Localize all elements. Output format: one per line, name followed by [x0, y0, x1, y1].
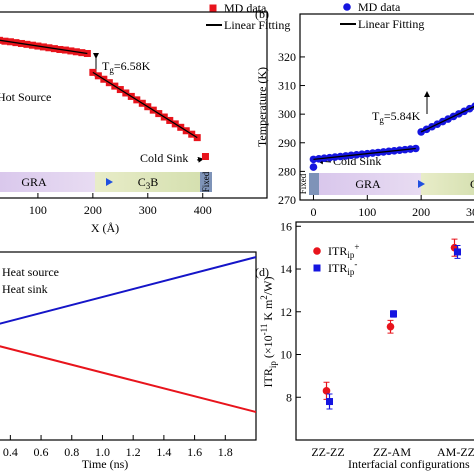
x-tick-label: 300: [466, 205, 474, 219]
legend-label: Linear Fitting: [358, 17, 424, 31]
line: [0, 39, 198, 139]
plot-area: [0, 256, 256, 413]
legend-label: Heat source: [2, 265, 59, 279]
line: [0, 345, 256, 413]
line: [313, 105, 474, 161]
y-tick-label: 10: [280, 348, 292, 362]
x-tick-label: ZZ-AM: [373, 445, 411, 459]
y-tick-label: 300: [278, 107, 296, 121]
y-tick-label: 270: [278, 193, 296, 207]
strip-label: GRA: [355, 177, 381, 191]
plot-area: [322, 238, 461, 410]
y-tick-label: 290: [278, 136, 296, 150]
strip-label: C: [470, 177, 474, 191]
x-tick-label: 1.8: [218, 445, 233, 459]
error-cap: [326, 393, 333, 410]
legend-label: Linear Fitting: [224, 18, 290, 32]
y-axis-label: ITRip (×10-11 K m2/W): [259, 277, 278, 388]
point: [209, 4, 217, 12]
legend-label-part: ITR: [328, 261, 347, 275]
x-tick-label: 200: [84, 203, 102, 217]
point: [322, 387, 331, 395]
legend-label-part: -: [354, 259, 357, 269]
strip-a: [0, 172, 212, 192]
x-tick-label: 200: [412, 205, 430, 219]
plot-area: [309, 102, 474, 164]
y-tick-label: 280: [278, 164, 296, 178]
x-tick-label: 0.8: [64, 445, 79, 459]
x-tick-label: 1.4: [156, 445, 171, 459]
strip-label: GRA: [21, 175, 47, 189]
plot-frame: [0, 251, 257, 441]
strip-b: [309, 173, 474, 195]
x-tick-label: 0: [310, 205, 316, 219]
point: [390, 310, 397, 318]
x-axis-label: Interfacial configurations: [348, 457, 470, 471]
legend-label-part: +: [354, 242, 359, 252]
annotation: Cold Sink: [140, 151, 188, 165]
y-tick-label: 320: [278, 50, 296, 64]
y-tick-label: 16: [280, 219, 292, 233]
point: [313, 264, 321, 272]
legend-label-part: ip: [347, 267, 355, 277]
x-tick-label: ZZ-ZZ: [311, 445, 344, 459]
x-tick-label: 100: [29, 203, 47, 217]
plot-frame: [295, 221, 474, 441]
x-tick-label: AM-ZZ: [437, 445, 474, 459]
x-tick-label: 1.0: [95, 445, 110, 459]
point: [386, 322, 395, 331]
point: [454, 248, 461, 256]
point: [309, 163, 318, 171]
panel-label: (d): [255, 265, 269, 279]
x-axis-label: Time (ns): [82, 457, 129, 471]
annotation: Tg=5.84K: [372, 109, 421, 125]
point: [201, 153, 209, 161]
annotation: Tg=6.58K: [102, 59, 151, 75]
x-tick-label: 400: [194, 203, 212, 217]
error-cap: [387, 319, 394, 334]
legend-label-part: ip: [347, 250, 355, 260]
y-tick-label: 14: [280, 262, 292, 276]
legend-label: ITRip-: [328, 259, 357, 277]
point: [343, 3, 351, 11]
legend-label: MD data: [224, 1, 267, 15]
plot-area: [0, 36, 201, 142]
x-tick-label: 100: [358, 205, 376, 219]
plot-frame: [299, 13, 474, 201]
y-tick-label: 12: [280, 305, 292, 319]
strip-label: Fixed: [201, 171, 211, 192]
annotation: Hot Source: [0, 90, 51, 104]
error-cap: [451, 238, 458, 257]
y-tick-label: 8: [286, 390, 292, 404]
x-tick-label: 0.4: [3, 445, 18, 459]
panel-label: (b): [255, 7, 269, 21]
legend-label: Heat sink: [2, 282, 48, 296]
legend-label: ITRip+: [328, 242, 359, 260]
point: [326, 398, 333, 406]
point: [313, 247, 321, 255]
x-tick-label: 1.2: [126, 445, 141, 459]
line: [0, 256, 256, 325]
strip-label: Fixed: [298, 173, 308, 194]
strip-label: C3B: [138, 175, 159, 191]
legend-label-part: ITR: [328, 244, 347, 258]
x-axis-label: X (Å): [91, 221, 119, 235]
legend-label: MD data: [358, 0, 401, 14]
y-axis-label: Temperature (K): [255, 67, 269, 147]
error-cap: [454, 245, 461, 259]
plot-frame: [0, 11, 268, 199]
x-tick-label: 0.6: [34, 445, 49, 459]
x-tick-label: 1.6: [187, 445, 202, 459]
x-tick-label: 300: [139, 203, 157, 217]
y-tick-label: 310: [278, 79, 296, 93]
